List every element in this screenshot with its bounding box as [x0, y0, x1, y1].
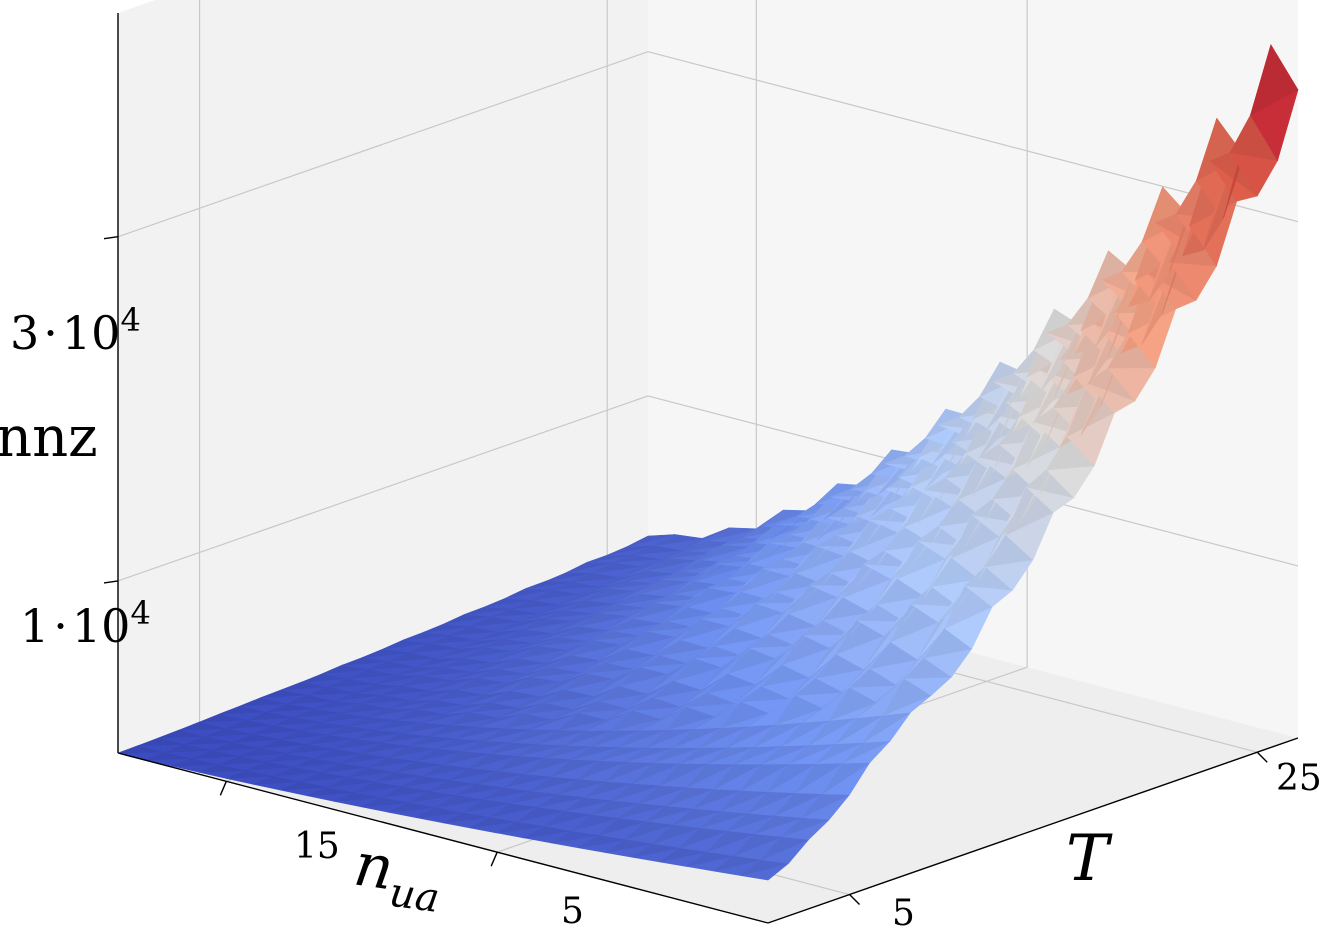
z-tick-label-1e4: 1·104 — [20, 594, 151, 653]
z-tick-label-3e4: 3·104 — [10, 301, 141, 360]
x-axis-title: nua — [348, 830, 447, 922]
surface-facet — [627, 534, 676, 547]
z-tick-mark-1 — [103, 236, 119, 240]
surface-facet — [654, 534, 703, 546]
tick-marks — [103, 236, 1268, 906]
x-tick-mark-1 — [490, 851, 498, 867]
surface-facet — [1250, 43, 1299, 116]
surface-facet — [708, 527, 757, 542]
z-grid-line-left-0 — [117, 395, 649, 582]
x-tick-label-15: 15 — [294, 826, 340, 867]
surface-facet — [762, 509, 811, 527]
x-tick-label-5: 5 — [561, 891, 584, 930]
back-left-pane — [118, 0, 648, 753]
y-axis-title: T — [1066, 822, 1113, 896]
y-tick-label-25: 25 — [1276, 758, 1322, 799]
y-tick-label-5: 5 — [892, 893, 915, 930]
surface-mesh — [117, 43, 1299, 881]
z-grid-line-left-1 — [117, 51, 649, 238]
z-tick-mark-0 — [103, 580, 119, 584]
surface-facet — [681, 527, 730, 551]
y-tick-mark-0 — [849, 894, 861, 906]
z-axis-title: nnz — [0, 405, 98, 470]
y-axis-line — [767, 737, 1299, 924]
x-tick-mark-0 — [219, 781, 227, 796]
y-tick-mark-1 — [1256, 751, 1268, 763]
